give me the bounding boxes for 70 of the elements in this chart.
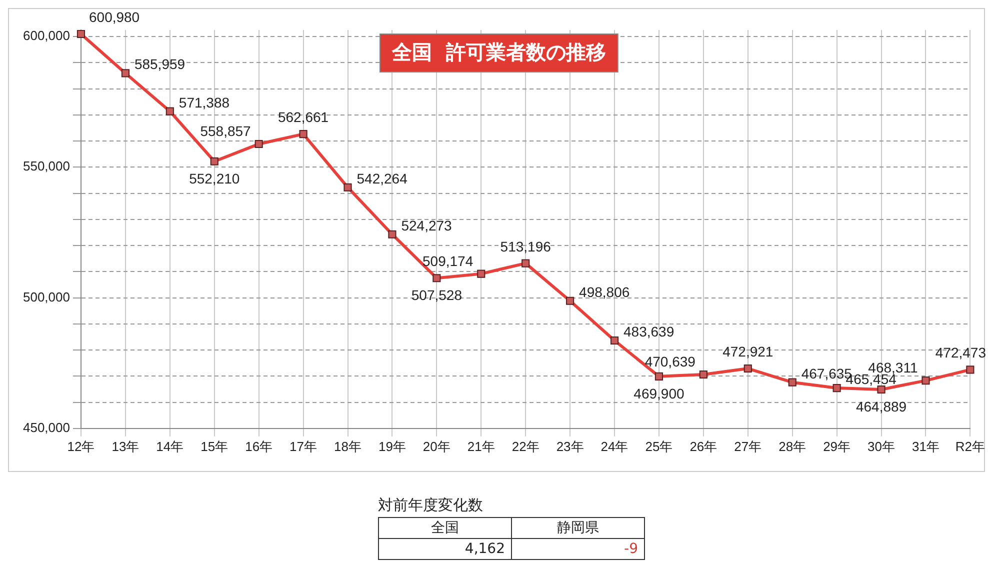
x-tick-label: 20年 <box>422 438 450 454</box>
x-tick-label: 31年 <box>912 438 940 454</box>
y-tick-label: 550,000 <box>22 158 70 174</box>
point <box>699 370 708 379</box>
point <box>922 376 930 385</box>
x-tick-label: 17年 <box>290 438 318 454</box>
data-label: 524,273 <box>401 217 452 234</box>
x-tick-label: 28年 <box>778 438 806 454</box>
point <box>344 183 352 192</box>
data-label: 498,806 <box>579 284 630 300</box>
text: -9 <box>512 538 644 560</box>
data-label: 464,889 <box>856 398 907 415</box>
data-label: 600,980 <box>88 8 140 25</box>
point <box>121 69 130 78</box>
data-label: 509,174 <box>422 252 474 269</box>
data-label: 472,921 <box>722 344 774 360</box>
x-tick-label: 19年 <box>378 438 406 454</box>
x-tick-label: 14年 <box>156 438 184 454</box>
x-tick-label: 15年 <box>200 438 228 454</box>
data-label: 483,639 <box>624 324 674 340</box>
point <box>966 366 974 374</box>
x-tick-label: 30年 <box>868 438 896 454</box>
text: 対前年度変化数 <box>378 496 484 515</box>
data-label: 562,661 <box>278 109 329 126</box>
data-label: 507,528 <box>411 287 462 304</box>
point <box>744 364 752 373</box>
data-label: 472,473 <box>935 344 986 361</box>
data-label: 571,388 <box>178 94 230 110</box>
point <box>254 140 263 148</box>
x-tick-label: 12年 <box>67 438 95 454</box>
point <box>166 107 174 116</box>
x-tick-label: 29年 <box>823 438 851 454</box>
x-tick-label: 22年 <box>512 438 540 454</box>
x-tick-label: 18年 <box>334 438 362 454</box>
text: 全国 許可業者数の推移 <box>390 40 606 64</box>
data-label: 558,857 <box>200 123 252 140</box>
point <box>76 30 86 38</box>
data-label: 468,311 <box>868 360 918 376</box>
data-label: 552,210 <box>189 170 240 186</box>
x-tick-label: R2年 <box>955 438 986 454</box>
point <box>566 296 574 305</box>
point <box>522 259 530 268</box>
y-tick-label: 600,000 <box>22 28 70 44</box>
x-tick-label: 16年 <box>245 438 273 454</box>
point <box>477 270 486 278</box>
x-tick-label: 25年 <box>645 438 673 454</box>
point <box>832 384 841 392</box>
x-tick-label: 24年 <box>600 438 628 454</box>
x-tick-label: 26年 <box>690 438 718 454</box>
x-tick-label: 23年 <box>556 438 584 454</box>
y-tick-label: 450,000 <box>22 420 70 435</box>
point <box>654 372 664 380</box>
point <box>788 378 796 386</box>
point <box>432 274 441 282</box>
x-tick-label: 27年 <box>734 438 762 454</box>
point <box>388 230 396 238</box>
data-label: 542,264 <box>356 170 408 186</box>
text: 全国 <box>378 518 512 538</box>
data-label: 470,639 <box>644 353 696 370</box>
point <box>299 130 308 138</box>
point <box>610 336 619 345</box>
x-tick-label: 13年 <box>112 438 140 454</box>
text: 4,162 <box>378 538 512 560</box>
data-label: 585,959 <box>134 56 186 72</box>
y-tick-label: 500,000 <box>22 289 70 304</box>
data-label: 469,900 <box>634 385 684 402</box>
x-tick-label: 21年 <box>467 438 495 454</box>
point <box>210 157 218 166</box>
text: 静岡県 <box>512 518 644 538</box>
data-label: 513,196 <box>500 238 552 254</box>
